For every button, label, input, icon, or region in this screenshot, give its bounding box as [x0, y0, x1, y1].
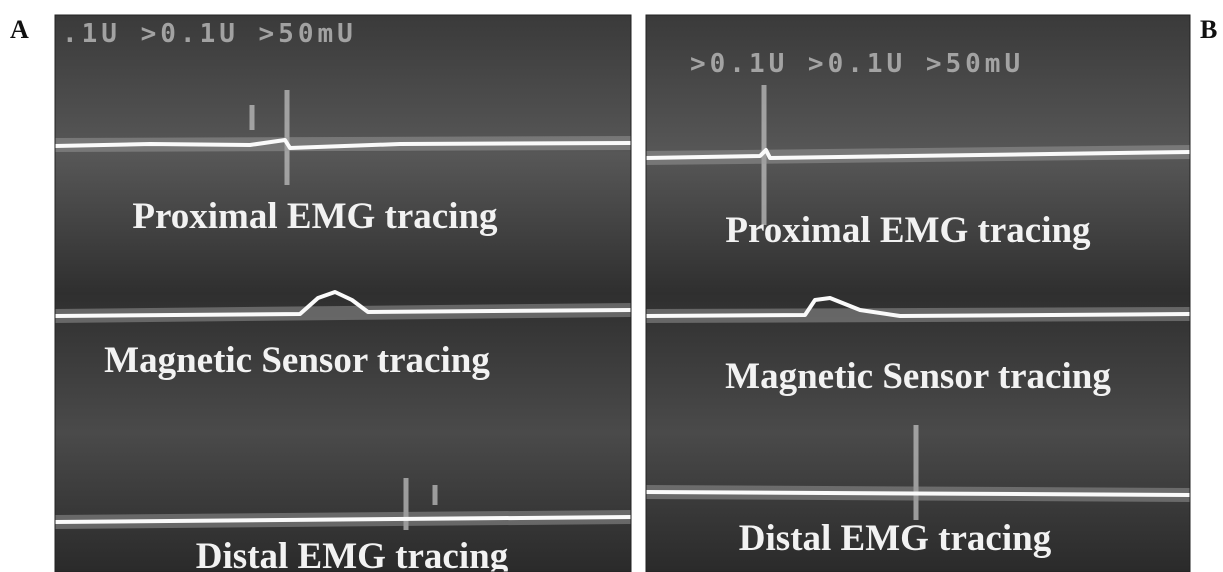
- trace-label: Distal EMG tracing: [739, 518, 1052, 559]
- trace-label: Proximal EMG tracing: [725, 210, 1091, 251]
- panel-b: >0.1U >0.1U >50mU Proximal EMG tracing M…: [646, 15, 1190, 572]
- figure: A B .1U >0.1U >50mU Proximal EMG tracing…: [0, 0, 1223, 572]
- trace-label: Magnetic Sensor tracing: [725, 356, 1111, 397]
- panel-background: [55, 15, 631, 572]
- scale-text: >0.1U >0.1U >50mU: [690, 49, 1024, 79]
- panel-label: A: [10, 15, 29, 44]
- trace-label: Distal EMG tracing: [196, 536, 509, 572]
- trace-label: Magnetic Sensor tracing: [104, 340, 490, 381]
- scale-text: .1U >0.1U >50mU: [62, 19, 357, 49]
- panel-a: .1U >0.1U >50mU Proximal EMG tracing Mag…: [55, 15, 631, 572]
- panel-label: B: [1200, 15, 1217, 44]
- trace-label: Proximal EMG tracing: [132, 196, 498, 237]
